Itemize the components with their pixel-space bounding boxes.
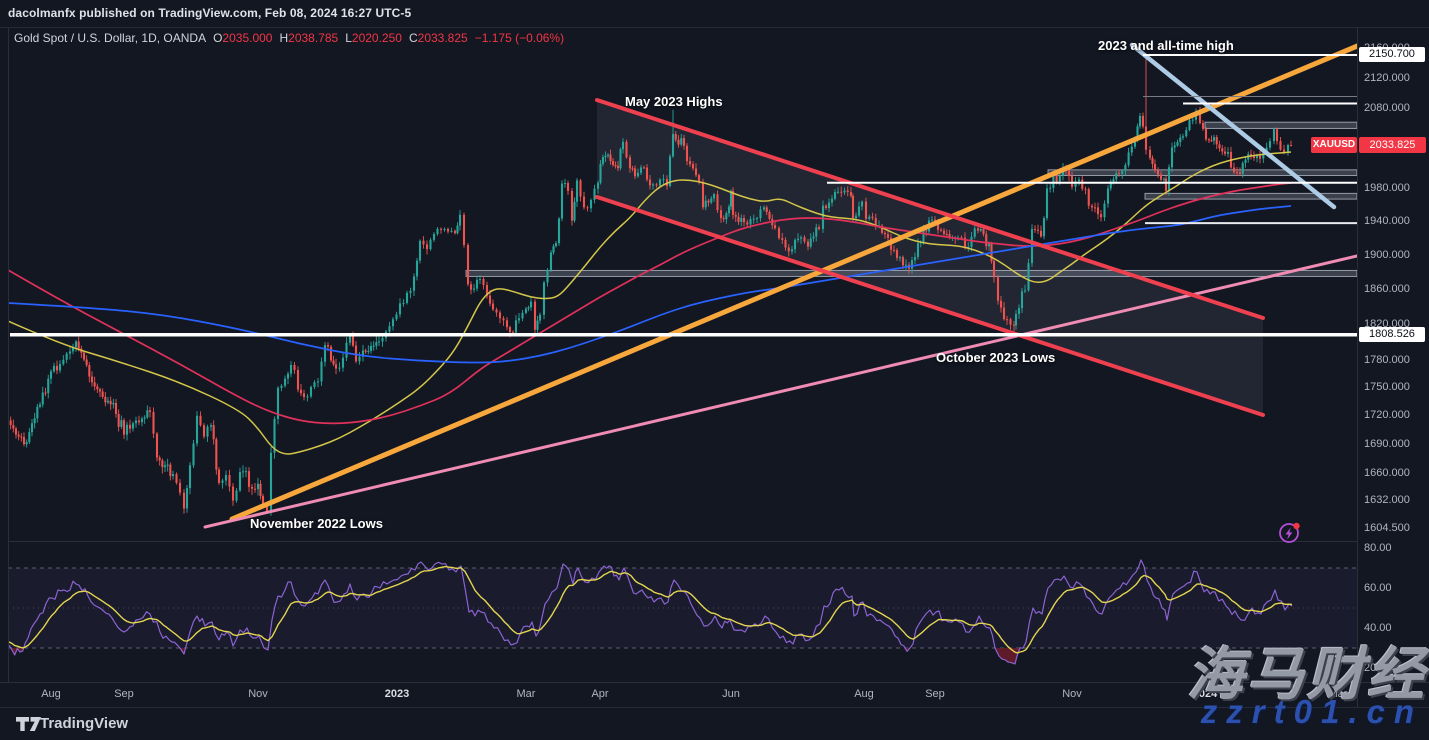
price-axis-label: 1820.000: [1364, 318, 1410, 331]
price-axis-label: 2080.000: [1364, 102, 1410, 115]
annotation-1: 2023 and all-time high: [1098, 38, 1234, 53]
time-tick-Nov: Nov: [248, 688, 268, 700]
ohlc-key: O: [213, 31, 223, 45]
ohlc-key: H: [279, 31, 289, 45]
symbol-title: Gold Spot / U.S. Dollar, 1D, OANDA: [14, 31, 207, 45]
ohlc-value: 2020.250: [351, 31, 402, 45]
tradingview-brand[interactable]: TradingView: [40, 715, 129, 732]
price-label-ath: 2150.700: [1359, 47, 1425, 63]
time-tick-2024: 2024: [1192, 688, 1218, 700]
price-axis-label: 2120.000: [1364, 71, 1410, 84]
rsi-axis-label: 60.00: [1364, 581, 1392, 594]
top-bar: dacolmanfx published on TradingView.com,…: [0, 0, 1429, 28]
change-value: −1.175 (−0.06%): [474, 31, 565, 45]
ohlc-key: L: [345, 31, 352, 45]
rsi-axis-label: 20.00: [1364, 661, 1392, 674]
time-tick-Aug: Aug: [41, 688, 61, 700]
price-axis-label: 1980.000: [1364, 181, 1410, 194]
time-tick-Aug: Aug: [854, 688, 874, 700]
price-axis-label: 1780.000: [1364, 353, 1410, 366]
chart-legend[interactable]: Gold Spot / U.S. Dollar, 1D, OANDA O2035.…: [14, 31, 564, 45]
price-axis-label: 1860.000: [1364, 282, 1410, 295]
time-tick-Mar: Mar: [516, 688, 536, 700]
rsi-axis-label: 40.00: [1364, 621, 1392, 634]
flash-idea-icon[interactable]: [1276, 518, 1304, 546]
ohlc-value: 2035.000: [222, 31, 273, 45]
time-tick-Sep: Sep: [925, 688, 945, 700]
price-axis-label: 1604.500: [1364, 521, 1410, 534]
watermark-url: zzrt01.cn: [1200, 693, 1423, 730]
price-label-support: 1808.526: [1359, 327, 1425, 343]
annotation-2: May 2023 Highs: [625, 94, 723, 109]
time-tick-Jun: Jun: [722, 688, 740, 700]
time-tick-2023: 2023: [384, 688, 410, 700]
tradingview-logo-icon[interactable]: [16, 716, 42, 732]
ohlc-key: C: [408, 31, 418, 45]
price-axis-label: 1750.000: [1364, 381, 1410, 394]
symbol-badge: XAUUSD: [1311, 137, 1357, 154]
time-tick-Sep: Sep: [114, 688, 134, 700]
price-axis-label: 1900.000: [1364, 248, 1410, 261]
price-axis-label: 1720.000: [1364, 409, 1410, 422]
ohlc-value: 2033.825: [417, 31, 468, 45]
watermark-chinese: 海马财经: [1187, 643, 1427, 707]
ohlc-value: 2038.785: [288, 31, 339, 45]
annotation-3: October 2023 Lows: [936, 350, 1056, 365]
bottom-bar: TradingView: [0, 707, 1429, 740]
time-tick-Nov: Nov: [1062, 688, 1082, 700]
price-axis-label: 1632.000: [1364, 494, 1410, 507]
price-axis-label: 1940.000: [1364, 214, 1410, 227]
time-tick-Mar: Mar: [1328, 688, 1348, 700]
last-price-label: 2033.825: [1359, 137, 1426, 154]
time-tick-Apr: Apr: [591, 688, 609, 700]
ohlc-values: O2035.000 H2038.785 L2020.250 C2033.825 −1.1…: [206, 31, 564, 45]
price-axis-label: 1690.000: [1364, 437, 1410, 450]
annotation-4: November 2022 Lows: [250, 516, 383, 531]
publish-info: dacolmanfx published on TradingView.com,…: [8, 6, 412, 20]
rsi-axis-label: 80.00: [1364, 541, 1392, 554]
price-axis-label: 1660.000: [1364, 466, 1410, 479]
